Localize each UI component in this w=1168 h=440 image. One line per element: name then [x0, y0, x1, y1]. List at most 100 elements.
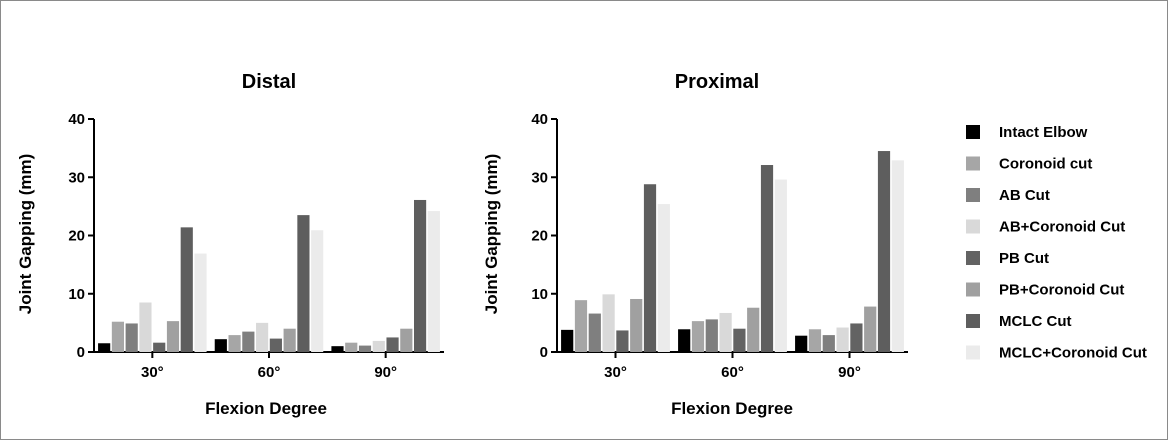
bar-pb-cut-30: [153, 342, 166, 352]
bar-mclc-coronoid-cut-30: [657, 204, 670, 352]
legend-item: MCLC Cut: [966, 313, 1071, 330]
bar-ab-cut-90: [822, 335, 835, 352]
bar-ab-coronoid-cut-60: [719, 312, 732, 352]
bar-mclc-coronoid-cut-30: [194, 253, 207, 352]
y-tick-label: 30: [68, 169, 85, 186]
y-tick-label: 40: [68, 111, 85, 128]
bar-coronoid-cut-90: [808, 329, 822, 352]
legend-swatch: [966, 314, 980, 328]
bar-pb-cut-30: [616, 330, 629, 352]
y-tick-label: 40: [531, 111, 548, 128]
y-tick-label: 10: [531, 286, 548, 303]
chart-distal: Distal Joint Gapping (mm) Flexion Degree…: [16, 71, 444, 418]
bar-ab-cut-60: [705, 319, 718, 352]
legend-swatch: [966, 345, 980, 360]
bar-pb-cut-90: [850, 323, 863, 352]
x-tick-label: 60°: [258, 364, 281, 381]
legend-label: Intact Elbow: [999, 124, 1088, 141]
legend-label: AB+Coronoid Cut: [999, 219, 1125, 236]
legend-swatch: [966, 251, 980, 265]
x-tick-label: 30°: [141, 364, 164, 381]
legend-label: MCLC+Coronoid Cut: [999, 345, 1147, 362]
bar-coronoid-cut-90: [345, 342, 358, 352]
x-tick-label: 60°: [721, 364, 744, 381]
bar-ab-cut-90: [358, 345, 372, 352]
y-tick-label: 0: [540, 344, 548, 361]
bar-intact-elbow-60: [214, 339, 227, 352]
bar-mclc-cut-90: [877, 151, 891, 352]
bar-mclc-cut-90: [414, 199, 427, 352]
legend-swatch: [966, 188, 980, 202]
bar-ab-coronoid-cut-30: [139, 302, 152, 352]
bar-coronoid-cut-30: [111, 321, 124, 352]
bar-pb-cut-60: [269, 338, 282, 352]
bar-intact-elbow-90: [795, 335, 808, 352]
legend-swatch: [966, 282, 980, 297]
bar-pb-coronoid-cut-60: [283, 328, 296, 352]
bar-mclc-coronoid-cut-60: [311, 230, 324, 352]
bar-pb-coronoid-cut-90: [864, 306, 877, 352]
bar-coronoid-cut-60: [228, 335, 241, 352]
legend-item: AB+Coronoid Cut: [966, 219, 1125, 236]
bar-ab-cut-60: [242, 331, 255, 352]
plot-area: 0 10 20 30 40 30° 60° 90°: [531, 111, 908, 381]
y-tick-label: 0: [77, 344, 85, 361]
x-tick-label: 90°: [838, 364, 861, 381]
bar-pb-cut-90: [386, 337, 399, 352]
bar-mclc-cut-30: [643, 184, 657, 352]
legend-item: Intact Elbow: [966, 124, 1088, 141]
bar-intact-elbow-60: [678, 329, 691, 352]
bar-pb-coronoid-cut-90: [400, 328, 413, 352]
bar-mclc-coronoid-cut-90: [891, 160, 904, 352]
legend: Intact Elbow Coronoid cut AB Cut AB+Coronoi…: [966, 124, 1147, 362]
x-axis-title: Flexion Degree: [205, 399, 327, 418]
legend-item: PB+Coronoid Cut: [966, 282, 1124, 299]
bar-pb-coronoid-cut-30: [630, 298, 643, 352]
legend-item: PB Cut: [966, 250, 1049, 267]
bar-intact-elbow-90: [331, 346, 344, 352]
bar-ab-coronoid-cut-90: [836, 327, 849, 352]
y-axis-title: Joint Gapping (mm): [482, 154, 501, 315]
bar-ab-cut-30: [125, 323, 138, 352]
chart-title: Distal: [242, 71, 296, 93]
chart-title: Proximal: [675, 71, 759, 93]
bar-mclc-cut-60: [760, 165, 774, 352]
bar-ab-coronoid-cut-60: [256, 322, 269, 352]
y-tick-label: 30: [531, 169, 548, 186]
legend-label: PB+Coronoid Cut: [999, 282, 1124, 299]
bar-mclc-coronoid-cut-90: [427, 211, 440, 352]
y-tick-label: 20: [531, 228, 548, 245]
legend-item: AB Cut: [966, 187, 1050, 204]
y-tick-label: 10: [68, 286, 85, 303]
y-tick-label: 20: [68, 228, 85, 245]
bar-pb-cut-60: [733, 328, 746, 352]
x-axis-title: Flexion Degree: [671, 399, 793, 418]
x-tick-label: 30°: [604, 364, 627, 381]
bar-mclc-coronoid-cut-60: [774, 179, 787, 352]
bar-ab-cut-30: [588, 313, 601, 352]
x-tick-label: 90°: [374, 364, 397, 381]
bar-ab-coronoid-cut-30: [602, 294, 615, 352]
bar-pb-coronoid-cut-30: [166, 321, 180, 352]
bar-coronoid-cut-60: [691, 321, 705, 352]
bar-mclc-cut-60: [297, 215, 310, 352]
legend-item: MCLC+Coronoid Cut: [966, 345, 1147, 362]
legend-label: AB Cut: [999, 187, 1050, 204]
chart-proximal: Proximal Joint Gapping (mm) Flexion Degr…: [482, 71, 908, 418]
legend-swatch: [966, 219, 980, 234]
y-axis-title: Joint Gapping (mm): [16, 154, 35, 315]
bar-pb-coronoid-cut-60: [747, 307, 760, 352]
legend-swatch: [966, 125, 980, 139]
legend-label: PB Cut: [999, 250, 1049, 267]
legend-label: MCLC Cut: [999, 313, 1071, 330]
plot-area: 0 10 20 30 40 30° 60° 90°: [68, 111, 444, 381]
bar-intact-elbow-30: [561, 329, 574, 352]
bar-mclc-cut-30: [180, 227, 193, 352]
bar-intact-elbow-30: [98, 343, 111, 352]
legend-swatch: [966, 156, 980, 171]
legend-label: Coronoid cut: [999, 156, 1092, 173]
bar-coronoid-cut-30: [574, 300, 588, 352]
legend-item: Coronoid cut: [966, 156, 1092, 173]
